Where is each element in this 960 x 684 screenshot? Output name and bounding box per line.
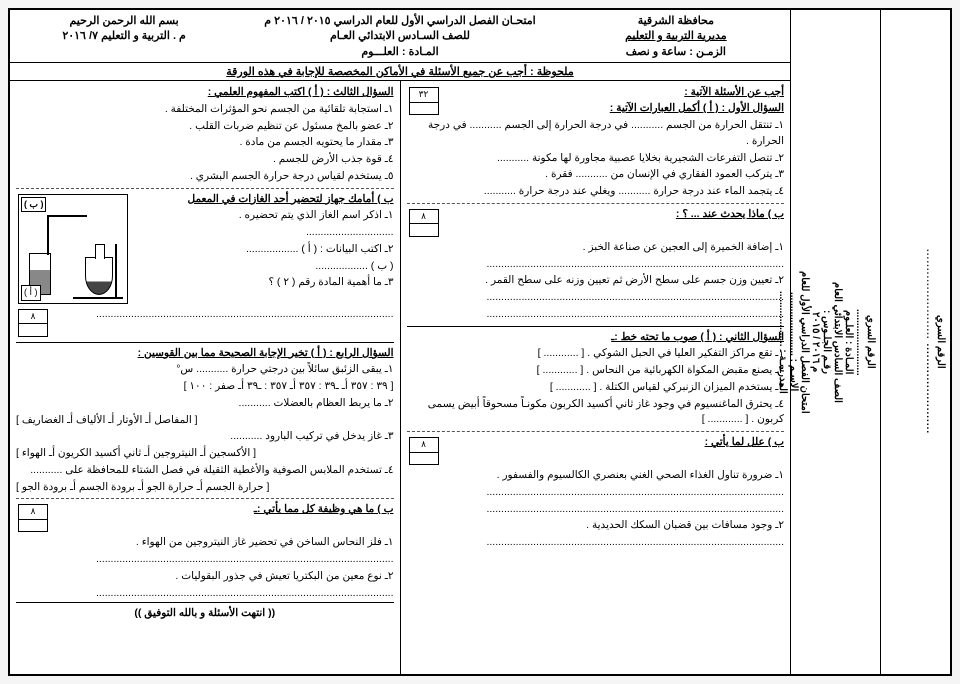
column-left: السؤال الثالث : ( أ ) اكتب المفهوم العلم… xyxy=(10,81,400,674)
answer-blank: ........................................… xyxy=(407,307,785,323)
answer-blank: ........................................… xyxy=(407,535,785,551)
answer-blank: ........................................… xyxy=(407,290,785,306)
answer-blank: ........................................… xyxy=(407,502,785,518)
q3-item-5: ٥ـ يستخدم لقياس درجة حرارة الجسم البشري … xyxy=(16,169,394,185)
q4-item-3-opts: [ الأكسجين أـ النيتروجين أـ ثاني أكسيد ا… xyxy=(16,446,394,462)
q4-item-2-opts: [ المفاصل أـ الأوتار أـ الألياف أـ الغضا… xyxy=(16,413,394,429)
q1b-item-1: ١ـ إضافة الخميرة إلى العجين عن صناعة الخ… xyxy=(407,240,785,256)
q3-item-1: ١ـ استجابة تلقائية من الجسم نحو المؤثرات… xyxy=(16,102,394,118)
q1-item-1: ١ـ تنتقل الحرارة من الجسم ........... في… xyxy=(407,118,785,150)
score-box-q1b: ٨ xyxy=(409,209,439,237)
q4-item-3: ٣ـ غاز يدخل في تركيب البارود ........... xyxy=(16,429,394,445)
q2-item-3: ٣ـ يستخدم الميزان الزنبركي لقياس الكتلة … xyxy=(407,380,785,396)
secret-dots: ........................ xyxy=(924,19,935,665)
score-box-q3b: ٨ xyxy=(18,309,48,337)
answer-blank: ........................................… xyxy=(16,307,394,323)
secret-label: الرقم السري xyxy=(935,19,946,665)
q2-item-1: ١ـ تقع مراكز التفكير العليا في الحبل الش… xyxy=(407,346,785,362)
header-col-title: امتحـان الفصل الدراسي الأول للعام الدراس… xyxy=(230,14,570,60)
sidebar-secret-1: الرقم السري ........................ xyxy=(880,10,950,674)
q1b-item-2: ٢ـ تعيين وزن جسم على سطح الأرض ثم تعيين … xyxy=(407,273,785,289)
q1-item-3: ٣ـ يتركب العمود الفقاري في الإنسان من ..… xyxy=(407,167,785,183)
questions-body: ٣٢ أجب عن الأسئلة الآتية : السؤال الأول … xyxy=(10,81,790,674)
instruction-note: ملحوظة : أجب عن جميع الأسئلة في الأماكن … xyxy=(10,63,790,81)
column-right: ٣٢ أجب عن الأسئلة الآتية : السؤال الأول … xyxy=(400,81,791,674)
q2b-title: ب ) علل لما يأتي : xyxy=(705,436,784,448)
answer-heading: أجب عن الأسئلة الآتية : xyxy=(407,85,785,101)
q4-title: السؤال الرابع : ( أ ) تخير الإجابة الصحي… xyxy=(138,347,394,359)
q3-item-2: ٢ـ عضو بالمخ مسئول عن تنظيم ضربات القلب … xyxy=(16,119,394,135)
gas-apparatus-diagram: ( أ ) ( ب ) xyxy=(18,194,128,304)
answer-blank: ........................................… xyxy=(16,586,394,602)
q1-title: السؤال الأول : ( أ ) أكمل العبارات الآتي… xyxy=(610,102,784,114)
exam-footer: (( انتهت الأسئلة و بالله التوفيق )) xyxy=(16,602,394,625)
q2b-item-1: ١ـ ضرورة تناول الغذاء الصحي الغني بعنصري… xyxy=(407,468,785,484)
header-col-basmala: بسم الله الرحمن الرحيم م . التربية و الت… xyxy=(18,14,230,60)
score-box-q2b: ٨ xyxy=(409,437,439,465)
q4-item-4-opts: [ حرارة الجسم أـ حرارة الجو أـ برودة الج… xyxy=(16,480,394,496)
q4b-item-2: ٢ـ نوع معين من البكتريا تعيش في جذور الب… xyxy=(16,569,394,585)
q4-item-1-opts: [ ٣٩ : ٣٥٧ أـ ـ٣٩ : ٣٥٧ أـ ٣٥٧ : ـ٣٩ أـ … xyxy=(16,379,394,395)
q2b-item-2: ٢ـ وجود مسافات بين قضبان السكك الحديدية … xyxy=(407,518,785,534)
main-content: محافظة الشرقية مديرية التربية و التعليم … xyxy=(10,10,790,674)
exam-page: الرقم السري ........................ الر… xyxy=(8,8,952,676)
sidebar-info: الرقم السري ........................ الم… xyxy=(790,10,880,674)
q1-item-4: ٤ـ يتجمد الماء عند درجة حرارة ..........… xyxy=(407,184,785,200)
q4b-title: ب ) ما هي وظيفة كل مما يأتي :ـ xyxy=(254,503,394,515)
q3-item-4: ٤ـ قوة جذب الأرض للجسم . xyxy=(16,152,394,168)
q3-item-3: ٣ـ مقدار ما يحتويه الجسم من مادة . xyxy=(16,135,394,151)
answer-blank: ........................................… xyxy=(407,485,785,501)
q4-item-2: ٢ـ ما يربط العظام بالعضلات ........... xyxy=(16,396,394,412)
q3b-title: ب ) أمامك جهاز لتحضير أحد الغازات في الم… xyxy=(188,193,394,205)
diagram-label-b: ( ب ) xyxy=(21,197,46,213)
q4-item-4: ٤ـ تستخدم الملابس الصوفية والأغطية الثقي… xyxy=(16,463,394,479)
exam-header: محافظة الشرقية مديرية التربية و التعليم … xyxy=(10,10,790,63)
answer-blank: ........................................… xyxy=(16,552,394,568)
q1-item-2: ٢ـ تتصل التفرعات الشجيرية بخلايا عصبية م… xyxy=(407,151,785,167)
score-box-q1: ٣٢ xyxy=(409,87,439,115)
q4-item-1: ١ـ يبقى الزئبق سائلاً بين درجتي حرارة ..… xyxy=(16,362,394,378)
q2-title: السؤال الثاني : ( أ ) صوب ما تحته خط :ـ xyxy=(611,331,784,343)
q2-item-2: ٢ـ يصنع مقبض المكواة الكهربائية من النحا… xyxy=(407,363,785,379)
score-box-q4b: ٨ xyxy=(18,504,48,532)
header-col-authority: محافظة الشرقية مديرية التربية و التعليم … xyxy=(570,14,782,60)
answer-blank: ........................................… xyxy=(407,257,785,273)
q4b-item-1: ١ـ فلز النحاس الساخن في تحضير غاز النيتر… xyxy=(16,535,394,551)
q2-item-4: ٤ـ يحترق الماغنسيوم في وجود غاز ثاني أكس… xyxy=(407,397,785,429)
q3-title: السؤال الثالث : ( أ ) اكتب المفهوم العلم… xyxy=(208,86,394,98)
q1b-title: ب ) ماذا يحدث عند ... ؟ : xyxy=(676,208,784,220)
diagram-label-a: ( أ ) xyxy=(21,285,41,301)
